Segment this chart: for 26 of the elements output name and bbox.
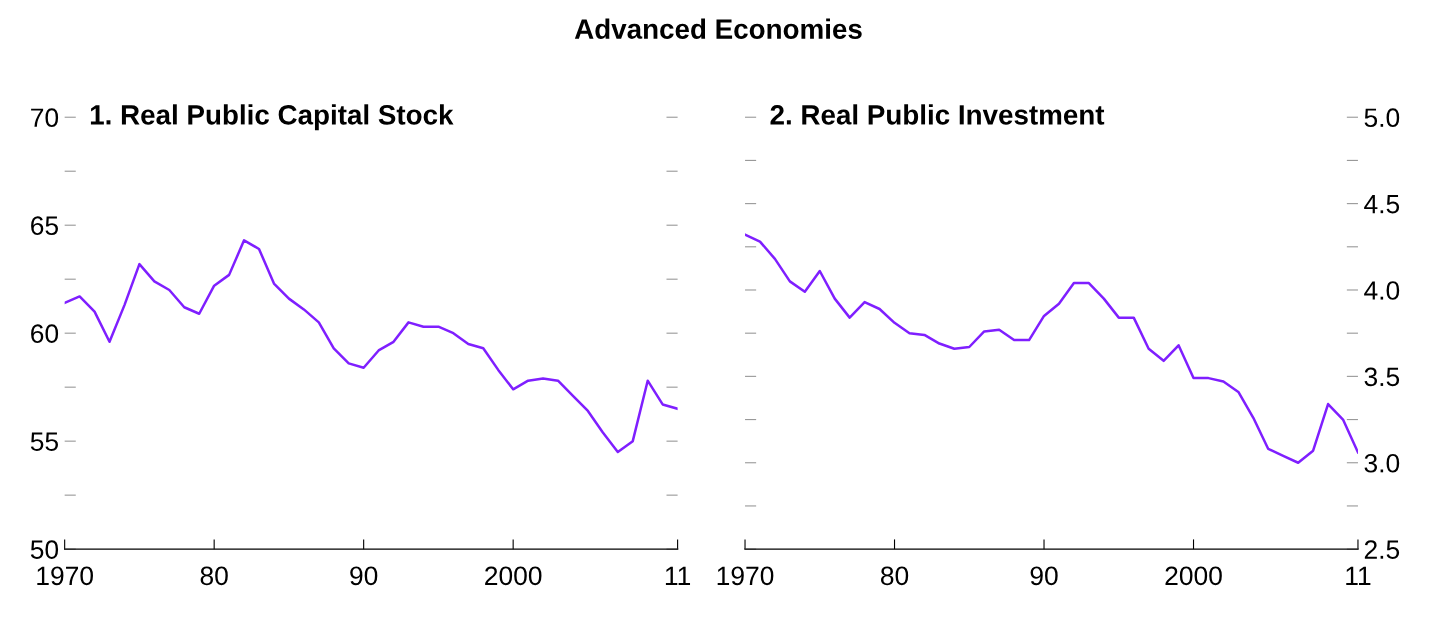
- y-tick-label: 60: [31, 324, 59, 343]
- x-tick-label: 80: [881, 566, 909, 586]
- line-series: [64, 239, 678, 454]
- y2-tick-label: 2.5: [1364, 540, 1400, 559]
- x-tick-label: 1970: [37, 566, 93, 586]
- x-tick-label: 90: [350, 566, 378, 586]
- y-tick-label: 50: [30, 540, 59, 559]
- y-tick-label: 65: [31, 216, 59, 236]
- x-tick-label: 80: [200, 566, 228, 586]
- y-tick-label: 70: [31, 108, 59, 128]
- y2-tick-label: 4.5: [1364, 195, 1400, 214]
- x-tick-label: 11: [665, 566, 691, 585]
- y2-tick-label: 3.0: [1364, 453, 1400, 473]
- line-series: [745, 233, 1358, 464]
- chart-subtitle: 1. Real Public Capital Stock: [90, 104, 454, 131]
- x-tick-label: 90: [1030, 566, 1058, 586]
- y2-tick-label: 4.0: [1364, 281, 1400, 300]
- y2-tick-label: 3.5: [1364, 367, 1400, 387]
- x-tick-label: 2000: [485, 566, 542, 586]
- x-tick-label: 1970: [717, 566, 774, 586]
- chart-title: Advanced Economies: [574, 18, 862, 39]
- y-tick-label: 55: [30, 432, 59, 451]
- x-tick-label: 2000: [1165, 566, 1222, 586]
- chart-subtitle: 2. Real Public Investment: [770, 104, 1105, 125]
- x-tick-label: 11: [1346, 566, 1371, 585]
- y2-tick-label: 5.0: [1364, 108, 1400, 128]
